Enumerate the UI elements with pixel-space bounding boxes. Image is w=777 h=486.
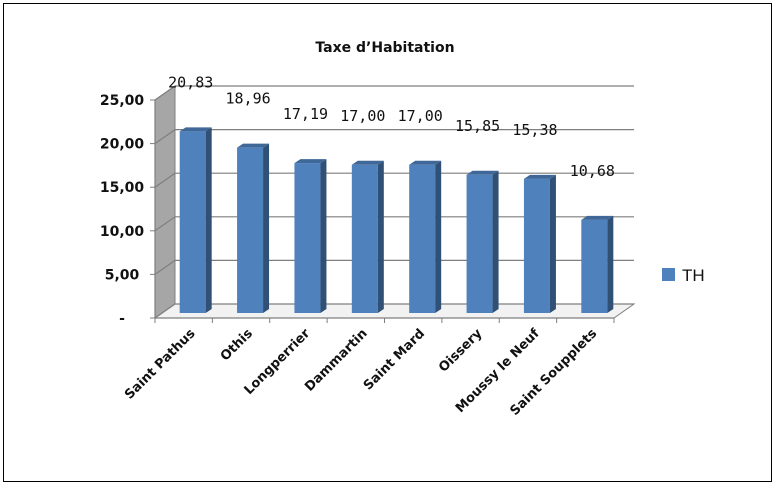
data-label: 18,96	[225, 90, 270, 108]
bar-front	[179, 131, 206, 313]
data-label: 15,85	[455, 117, 500, 135]
bar	[351, 160, 384, 313]
legend-swatch	[662, 268, 675, 281]
y-tick-label: 5,00	[105, 267, 140, 283]
x-tick-label: Saint Pathus	[122, 326, 199, 403]
data-label: 20,83	[168, 73, 213, 91]
bar	[409, 160, 442, 313]
chart-frame	[3, 3, 772, 482]
gridline	[154, 129, 634, 145]
y-tick-label: 15,00	[100, 180, 145, 196]
bar-top	[294, 159, 327, 164]
side-wall	[154, 85, 176, 319]
bar-side	[492, 170, 499, 313]
bar-side	[377, 160, 384, 313]
axes	[150, 99, 615, 323]
floor	[153, 303, 636, 319]
bar-side	[435, 160, 442, 313]
bar-side	[205, 127, 212, 313]
y-tick-label: 25,00	[100, 93, 145, 109]
bar	[581, 215, 614, 313]
chart-title: Taxe d’Habitation	[315, 40, 454, 56]
y-tick-label: 20,00	[100, 137, 145, 153]
bar-top	[466, 170, 499, 175]
data-label: 17,19	[283, 105, 328, 123]
bar	[179, 127, 212, 313]
gridline	[154, 172, 634, 188]
y-tick-label: -	[119, 311, 125, 327]
bar-front	[523, 178, 550, 313]
x-tick-labels: Saint Pathus OthisLongperrierDammartinSai…	[122, 326, 600, 419]
chart-walls	[153, 85, 636, 319]
bar-top	[351, 160, 384, 165]
bar-front	[409, 164, 436, 313]
bar-side	[263, 143, 270, 313]
bar-front	[581, 219, 608, 313]
bar-side	[549, 174, 556, 313]
data-label: 15,38	[512, 121, 557, 139]
x-tick-label: Othis	[218, 326, 256, 364]
x-tick-label: Saint Mard	[361, 326, 428, 393]
x-tick-label: Oissery	[436, 326, 486, 376]
gridlines	[154, 85, 634, 319]
bar-front	[294, 163, 321, 313]
gridline	[154, 259, 634, 275]
y-tick-label: 10,00	[100, 224, 145, 240]
bar-top	[523, 174, 556, 179]
data-label: 17,00	[340, 107, 385, 125]
bar	[523, 174, 556, 313]
gridline	[154, 85, 634, 101]
legend-label: TH	[682, 266, 705, 285]
bar-top	[409, 160, 442, 165]
data-label: 17,00	[398, 107, 443, 125]
data-labels: 20,83 18,96 17,19 17,00 17,00 15,85 15,38 10,68	[168, 73, 615, 180]
bar-front	[466, 174, 493, 313]
bar-side	[607, 215, 614, 313]
bars	[179, 127, 614, 313]
bar	[237, 143, 270, 313]
bar-top	[237, 143, 270, 148]
bar-top	[179, 127, 212, 132]
y-tick-labels: - 5,00 10,00 15,00 20,00 25,00	[100, 93, 145, 327]
bar	[294, 159, 327, 313]
data-label: 10,68	[570, 162, 615, 180]
bar-front	[237, 147, 264, 313]
gridline	[154, 216, 634, 232]
bar-front	[351, 164, 378, 313]
legend: TH	[662, 266, 705, 285]
bar-side	[320, 159, 327, 313]
bar	[466, 170, 499, 313]
bar-top	[581, 215, 614, 220]
